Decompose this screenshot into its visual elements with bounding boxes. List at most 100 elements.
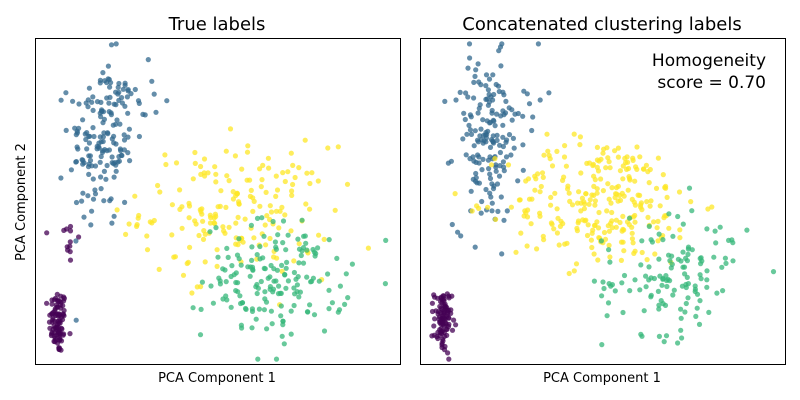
x-axis-label: PCA Component 1 [158, 371, 276, 386]
scatter-point [294, 282, 300, 288]
scatter-point [172, 254, 178, 260]
scatter-point [492, 123, 498, 129]
scatter-point [223, 148, 229, 154]
scatter-point [267, 203, 273, 209]
scatter-point [162, 152, 168, 158]
scatter-point [683, 300, 689, 307]
scatter-point [307, 302, 313, 308]
scatter-point [591, 278, 598, 284]
scatter-point [466, 41, 473, 47]
scatter-point [537, 97, 543, 103]
x-axis-label: PCA Component 1 [543, 371, 661, 386]
scatter-point [112, 160, 118, 166]
scatter-point [643, 273, 649, 279]
scatter-point [302, 137, 308, 143]
scatter-point [335, 144, 341, 150]
scatter-point [228, 304, 234, 310]
scatter-point [57, 337, 63, 343]
scatter-point [73, 317, 79, 323]
scatter-point [490, 97, 496, 103]
scatter-point [383, 237, 389, 243]
scatter-point [648, 275, 654, 281]
scatter-point [258, 278, 264, 285]
scatter-point [770, 269, 777, 275]
scatter-point [108, 42, 115, 48]
scatter-point [562, 241, 568, 247]
scatter-point [654, 225, 660, 231]
scatter-point [603, 165, 609, 171]
scatter-point [609, 209, 615, 216]
scatter-point [513, 249, 519, 255]
scatter-point [239, 166, 245, 172]
scatter-point [656, 306, 662, 312]
scatter-point [297, 289, 303, 295]
scatter-point [479, 198, 485, 205]
scatter-point [530, 114, 536, 120]
scatter-point [265, 155, 271, 161]
scatter-point [551, 226, 557, 232]
scatter-point [50, 309, 56, 316]
scatter-point [684, 258, 691, 264]
scatter-point [108, 112, 114, 118]
scatter-point [648, 237, 654, 243]
scatter-point [662, 302, 669, 308]
scatter-point [53, 337, 59, 343]
scatter-point [501, 168, 507, 174]
scatter-point [666, 225, 672, 231]
scatter-point [279, 262, 285, 268]
scatter-point [253, 316, 259, 322]
scatter-point [704, 268, 710, 274]
scatter-point [103, 176, 109, 182]
scatter-point [122, 80, 128, 86]
scatter-point [67, 223, 74, 230]
scatter-point [449, 293, 455, 299]
scatter-point [254, 290, 260, 297]
scatter-point [560, 177, 566, 183]
scatter-point [80, 117, 86, 123]
scatter-point [98, 153, 104, 160]
scatter-point [678, 258, 684, 264]
scatter-point [641, 308, 647, 314]
scatter-point [229, 263, 235, 269]
scatter-point [135, 215, 141, 221]
scatter-point [595, 257, 601, 263]
scatter-point [105, 131, 111, 137]
scatter-point [439, 329, 445, 335]
scatter-point [487, 144, 494, 150]
scatter-point [315, 245, 321, 251]
scatter-point [44, 230, 50, 236]
scatter-point [455, 229, 461, 235]
scatter-point [115, 84, 121, 90]
scatter-point [316, 232, 322, 238]
scatter-point [723, 260, 729, 266]
scatter-point [67, 239, 73, 245]
scatter-point [277, 208, 283, 214]
scatter-point [549, 163, 556, 169]
scatter-point [266, 165, 272, 171]
scatter-point [248, 222, 254, 228]
scatter-point [498, 194, 504, 200]
scatter-point [124, 94, 130, 100]
scatter-point [608, 200, 614, 206]
scatter-point [309, 170, 315, 176]
scatter-point [116, 80, 122, 87]
scatter-point [657, 203, 663, 209]
scatter-point [453, 322, 459, 328]
scatter-point [67, 331, 73, 337]
scatter-point [671, 287, 677, 293]
scatter-point [283, 285, 289, 291]
scatter-point [225, 254, 231, 260]
scatter-point [670, 292, 676, 298]
scatter-point [223, 279, 229, 285]
scatter-point [472, 178, 479, 184]
scatter-point [525, 176, 532, 182]
scatter-point [488, 162, 495, 168]
scatter-point [599, 342, 605, 348]
scatter-point [113, 141, 119, 147]
scatter-point [592, 202, 598, 208]
scatter-point [548, 220, 555, 226]
scatter-point [604, 208, 610, 214]
scatter-point [697, 298, 703, 304]
scatter-point [326, 237, 332, 243]
scatter-point [646, 264, 652, 270]
